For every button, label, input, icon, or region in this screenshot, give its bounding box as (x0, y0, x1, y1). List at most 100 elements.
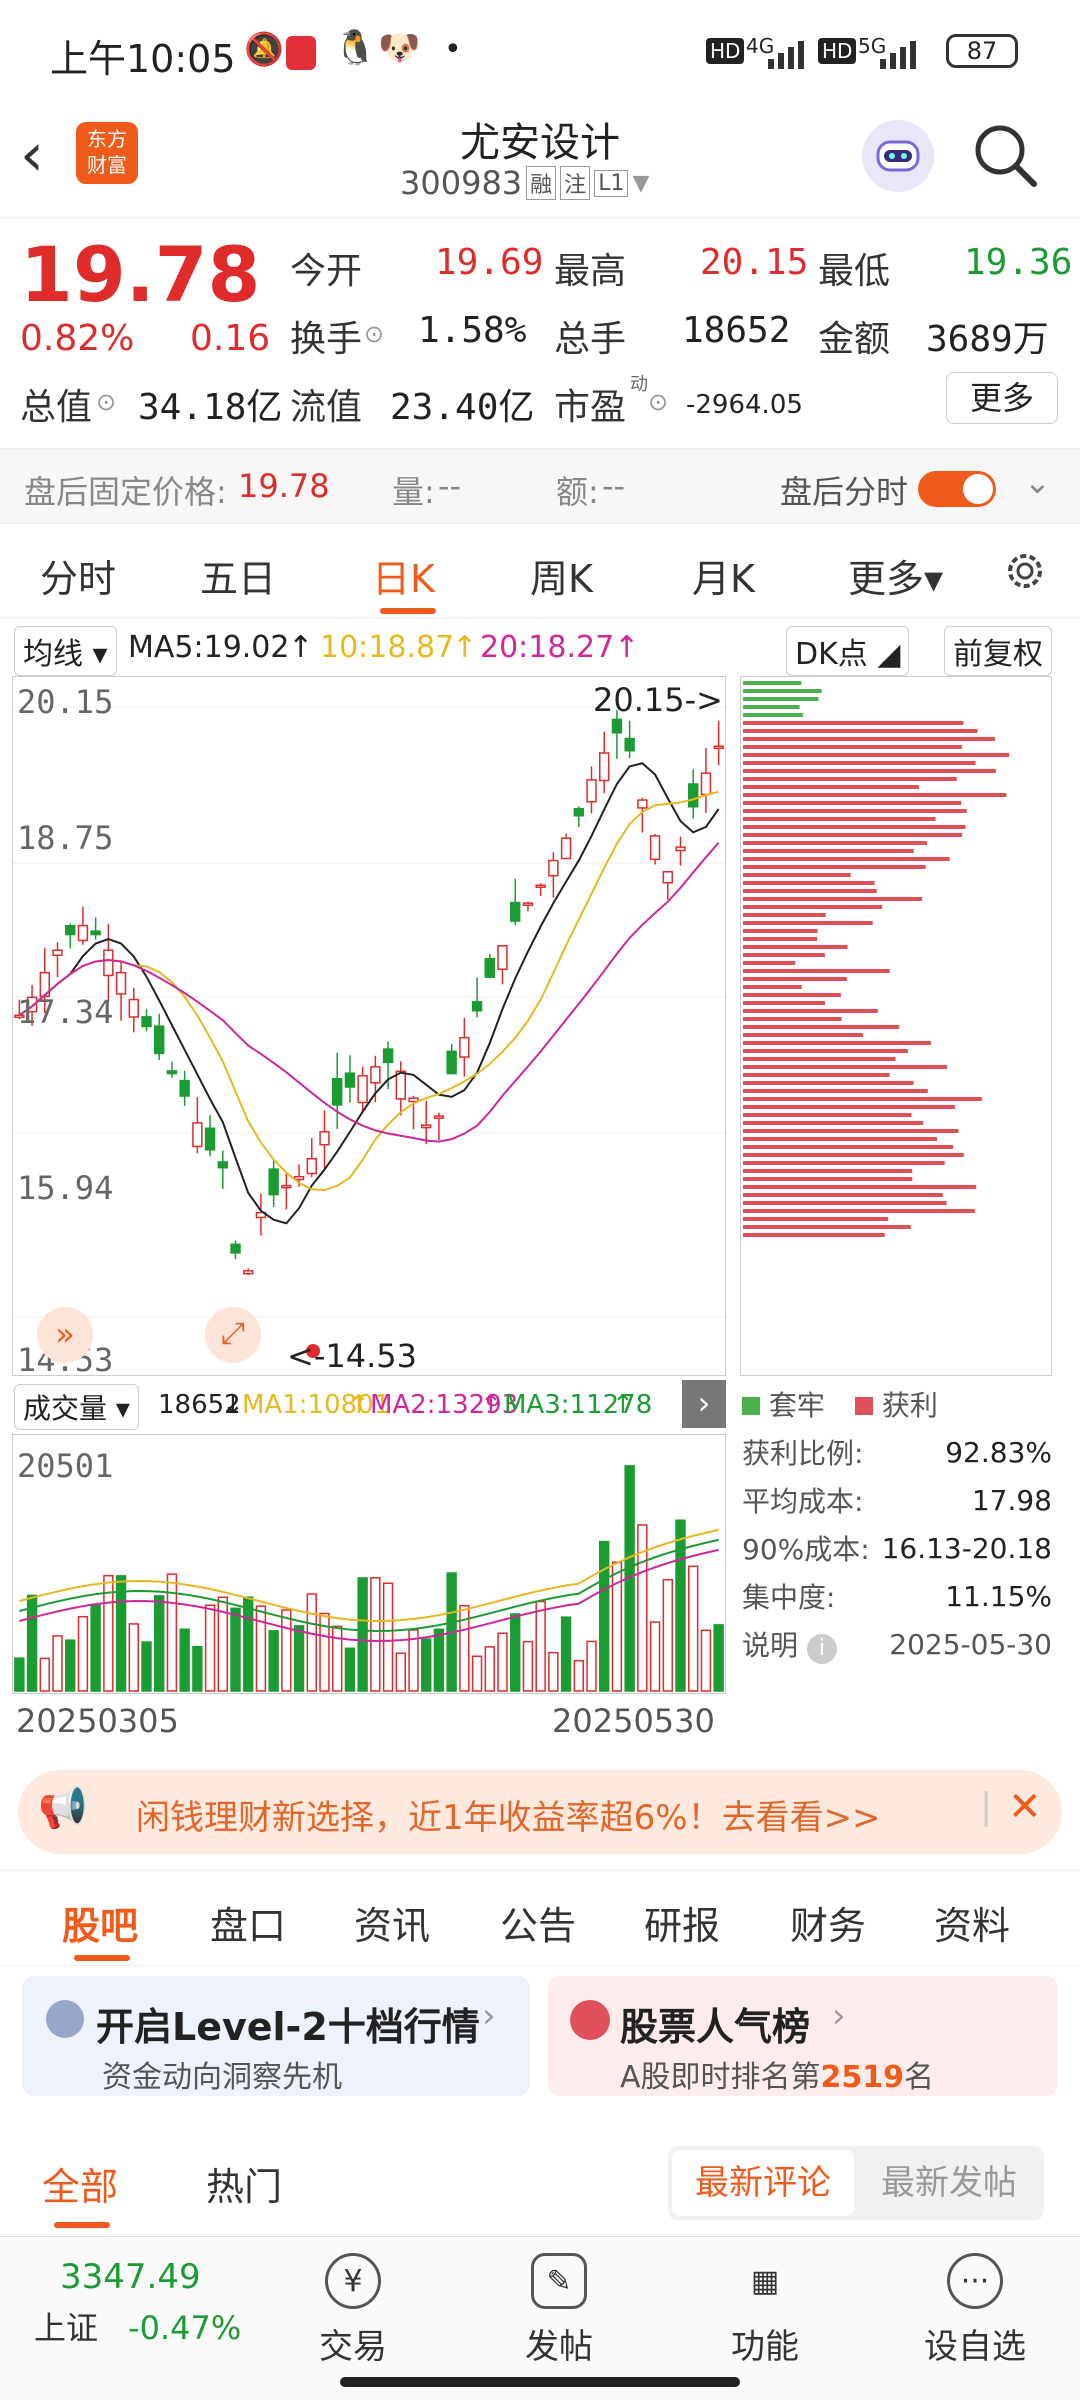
tab-news[interactable]: 资讯 (354, 1904, 431, 1948)
tab-market[interactable]: 盘口 (210, 1904, 287, 1948)
volume-bar (382, 1582, 394, 1692)
brand-logo[interactable]: 东方 财富 (76, 122, 138, 184)
volume-bar (548, 1651, 559, 1692)
chip-bar-profit (743, 1113, 912, 1117)
volume-bar (103, 1574, 114, 1692)
info-icon[interactable]: ⊙ (364, 320, 385, 348)
edit-icon: ✎ (531, 2253, 587, 2309)
tab-monthly-k[interactable]: 月K (692, 557, 755, 601)
settings-gear-icon[interactable] (1000, 546, 1050, 596)
up-arrow-icon: ↑ (612, 1390, 634, 1420)
info-icon[interactable]: ⊙ (96, 388, 117, 416)
volume-mode-select[interactable]: 成交量 ▾ (14, 1384, 139, 1430)
volume-bar (662, 1578, 673, 1692)
chip-bar-profit (743, 945, 848, 949)
latest-comment-button[interactable]: 最新评论 (672, 2150, 854, 2216)
candle-body (319, 1131, 330, 1146)
chip-bar-profit (743, 1017, 842, 1021)
after-hours-toggle[interactable] (918, 471, 996, 507)
volume-current: 18652 (158, 1390, 241, 1420)
chevron-down-icon[interactable]: ⌄ (1024, 463, 1051, 501)
after-hours-amt-label: 额: (556, 473, 599, 511)
expand-indicator-button[interactable]: › (682, 1380, 726, 1428)
home-indicator (340, 2377, 740, 2387)
ma10-value: 10:18.87 (320, 630, 455, 665)
chip-bar-profit (743, 1185, 977, 1189)
tab-research[interactable]: 研报 (644, 1904, 721, 1948)
ma-mode-select[interactable]: 均线 ▾ (14, 626, 117, 676)
chip-bar-profit (743, 1217, 889, 1221)
tab-more[interactable]: 更多▾ (848, 557, 944, 601)
tab-intraday[interactable]: 分时 (40, 557, 117, 601)
index-change: -0.47% (128, 2309, 242, 2347)
popularity-title: 股票人气榜 (620, 2005, 811, 2049)
more-button[interactable]: 更多 (946, 372, 1058, 424)
close-icon[interactable]: ✕ (1008, 1784, 1042, 1830)
end-date: 20250530 (552, 1702, 715, 1740)
note-row[interactable]: 说明 i 2025-05-30 (742, 1627, 1052, 1664)
fullscreen-icon[interactable]: ⤢ (205, 1307, 261, 1363)
qq-icon: 🐧 (334, 28, 377, 68)
popularity-card[interactable]: 股票人气榜 › A股即时排名第2519名 (548, 1976, 1058, 2096)
candle-body (217, 1161, 228, 1169)
candle-body (344, 1072, 356, 1088)
back-icon[interactable]: ‹ (20, 120, 44, 190)
tab-all[interactable]: 全部 (42, 2165, 119, 2209)
candle-body (115, 971, 127, 995)
level2-subtitle: 资金动向洞察先机 (102, 2060, 342, 2095)
volume-bar (154, 1595, 165, 1692)
volume-chart[interactable]: 20501 (12, 1434, 726, 1694)
tab-profile[interactable]: 资料 (934, 1904, 1011, 1948)
hd-badge-2: HD (818, 38, 857, 64)
ranking-icon (570, 2000, 610, 2040)
dk-point-select[interactable]: DK点 ◢ (786, 626, 910, 676)
chip-bar-profit (743, 1129, 959, 1133)
popularity-subtitle: A股即时排名第2519名 (620, 2060, 935, 2095)
nav-post[interactable]: ✎ 发帖 (494, 2253, 624, 2368)
nav-functions-label: 功能 (731, 2327, 799, 2367)
tab-announcements[interactable]: 公告 (500, 1904, 577, 1948)
tab-hot[interactable]: 热门 (206, 2165, 283, 2209)
nav-watchlist[interactable]: ··· 设自选 (910, 2253, 1040, 2368)
tab-daily-k[interactable]: 日K (372, 557, 435, 601)
stock-code-row[interactable]: 300983 融 注 L1 ▼ (400, 164, 649, 202)
search-icon[interactable] (970, 120, 1040, 190)
latest-post-button[interactable]: 最新发帖 (881, 2163, 1017, 2203)
amount-value: 3689万 (926, 319, 1049, 360)
tab-forum[interactable]: 股吧 (62, 1904, 139, 1948)
active-tab-indicator (54, 2222, 110, 2228)
tab-financials[interactable]: 财务 (790, 1904, 867, 1948)
chevron-down-icon: ▼ (632, 170, 650, 196)
volume-bar (166, 1573, 178, 1692)
candle-body (649, 835, 661, 861)
tab-five-day[interactable]: 五日 (200, 557, 277, 601)
info-icon[interactable]: ⊙ (648, 388, 669, 416)
candle-body (459, 1036, 470, 1058)
candle-body (103, 949, 114, 977)
chip-distribution-svg (743, 681, 1010, 1237)
volume-bar (243, 1596, 254, 1692)
level2-card[interactable]: 开启Level-2十档行情 › 资金动向洞察先机 (22, 1976, 530, 2096)
chip-bar-profit (743, 1065, 947, 1069)
chip-bar-profit (743, 1097, 982, 1101)
chip-bar-profit (743, 801, 962, 805)
promo-banner[interactable]: 📢 闲钱理财新选择，近1年收益率超6%！去看看>> | ✕ (18, 1770, 1062, 1854)
volume-bar (459, 1604, 470, 1692)
candle-body (484, 957, 495, 978)
up-arrow-icon: ↑ (288, 630, 314, 665)
nav-functions[interactable]: ▦ 功能 (700, 2253, 830, 2368)
candle-body (192, 1122, 203, 1148)
candle-body (624, 737, 635, 752)
expand-right-icon[interactable]: » (37, 1307, 93, 1363)
adjust-select[interactable]: 前复权 (944, 626, 1052, 676)
robot-assistant-icon[interactable] (862, 120, 934, 192)
volume-bar (14, 1657, 25, 1692)
up-arrow-icon: ↑ (348, 1390, 370, 1420)
index-ticker[interactable]: 3347.49 上证 -0.47% (34, 2257, 274, 2349)
nav-trade[interactable]: ¥ 交易 (288, 2253, 418, 2368)
network-5g: 5G (858, 34, 887, 58)
hd-badge: HD (706, 38, 745, 64)
candlestick-chart[interactable]: 20.15 18.75 17.34 15.94 14.53 20.15-> <-… (12, 676, 726, 1379)
tab-weekly-k[interactable]: 周K (530, 557, 593, 601)
vol-ma1: MA1:10801 (242, 1390, 391, 1420)
